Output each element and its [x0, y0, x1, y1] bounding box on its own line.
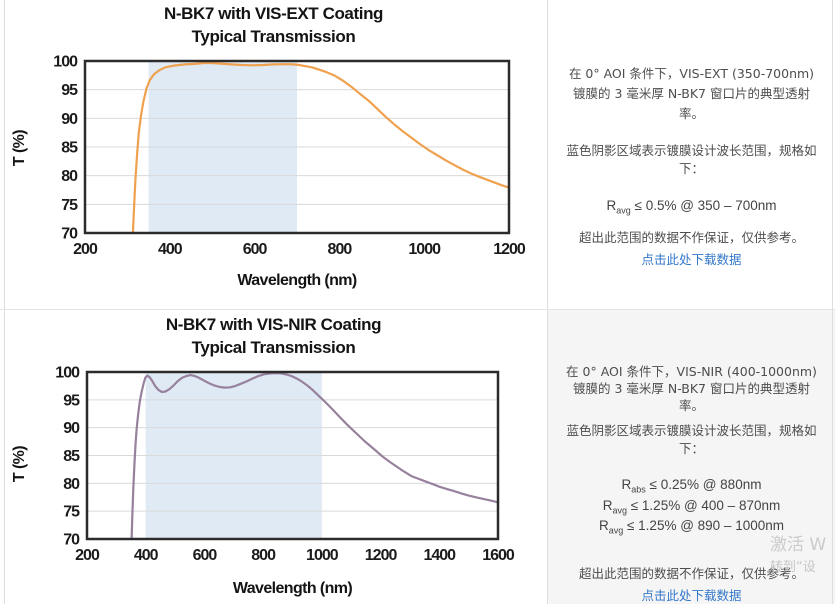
y-tick-label: 95 [63, 392, 80, 409]
coating-description: 在 0° AOI 条件下，VIS-NIR (400-1000nm) 镀膜的 3 … [566, 364, 817, 413]
x-tick-label: 1000 [306, 547, 339, 564]
x-tick-label: 1200 [365, 547, 398, 564]
x-tick-label: 400 [134, 547, 159, 564]
spec-row: Ravg ≤ 0.5% @ 350 – 700nm [606, 198, 777, 216]
chart-title-line2: Typical Transmission [191, 27, 356, 46]
x-axis-label: Wavelength (nm) [232, 580, 353, 597]
plot-border [83, 59, 511, 235]
x-tick-label: 800 [328, 241, 353, 258]
y-tick-label: 85 [63, 448, 80, 465]
disclaimer-text: 超出此范围的数据不作保证，仅供参考。 [578, 566, 804, 582]
y-tick-label: 80 [63, 476, 80, 493]
shading-note: 蓝色阴影区域表示镀膜设计波长范围，规格如下： [566, 143, 817, 176]
x-tick-label: 800 [251, 547, 276, 564]
x-tick-label: 600 [243, 241, 268, 258]
y-tick-label: 75 [61, 197, 78, 214]
y-tick-label: 100 [55, 365, 80, 382]
chart-title-line1: N-BK7 with VIS-EXT Coating [163, 4, 384, 23]
x-tick-label: 200 [75, 547, 100, 564]
spec-row: Rabs ≤ 0.25% @ 880nm [621, 477, 762, 495]
plot-border [85, 370, 500, 541]
download-data-link[interactable]: 点击此处下载数据 [641, 251, 742, 267]
chart-title-vis-ext: N-BK7 with VIS-EXT Coating Typical Trans… [0, 2, 547, 48]
x-tick-label: 1400 [423, 547, 456, 564]
y-tick-label: 95 [61, 82, 78, 99]
y-tick-label: 90 [61, 111, 78, 128]
vis-ext-chart-section: N-BK7 with VIS-EXT Coating Typical Trans… [0, 0, 547, 309]
y-tick-label: 80 [61, 168, 78, 185]
transmission-curve [130, 372, 500, 541]
disclaimer-text: 超出此范围的数据不作保证，仅供参考。 [578, 229, 804, 245]
x-tick-label: 1600 [482, 547, 515, 564]
shading-note: 蓝色阴影区域表示镀膜设计波长范围，规格如下： [566, 423, 817, 456]
x-tick-label: 1000 [408, 241, 441, 258]
row-divider [0, 309, 835, 310]
x-axis-label: Wavelength (nm) [237, 272, 357, 289]
y-tick-label: 85 [61, 140, 78, 157]
chart-title-line2: Typical Transmission [191, 338, 356, 357]
column-divider [547, 0, 548, 604]
coating-description: 在 0° AOI 条件下，VIS-EXT (350-700nm) 镀膜的 3 毫… [568, 66, 815, 121]
reflectance-specs: Ravg ≤ 0.5% @ 350 – 700nm [563, 198, 820, 219]
y-tick-label: 70 [63, 532, 80, 549]
vis-nir-info-panel: 在 0° AOI 条件下，VIS-NIR (400-1000nm) 镀膜的 3 … [548, 310, 835, 604]
x-tick-label: 400 [158, 241, 183, 258]
vis-ext-info-panel: 在 0° AOI 条件下，VIS-EXT (350-700nm) 镀膜的 3 毫… [548, 0, 835, 309]
x-tick-label: 200 [73, 241, 98, 258]
table-border-right [832, 0, 833, 604]
spec-row: Ravg ≤ 1.25% @ 890 – 1000nm [599, 518, 784, 537]
y-tick-label: 90 [63, 420, 80, 437]
transmission-curve [131, 61, 511, 235]
y-tick-label: 100 [53, 54, 78, 71]
x-tick-label: 1200 [493, 241, 526, 258]
vis-ext-transmission-plot: 70 75 80 85 90 95 100 200 400 600 800 1000 1200 [53, 54, 527, 259]
vis-nir-transmission-plot: 70 75 80 85 90 95 100 200 400 600 800 1000 1200 1400 1… [55, 365, 516, 565]
y-tick-label: 75 [63, 504, 80, 521]
x-tick-label: 600 [193, 547, 218, 564]
y-tick-label: 70 [61, 226, 78, 243]
chart-title-vis-nir: N-BK7 with VIS-NIR Coating Typical Trans… [0, 313, 547, 359]
table-border-left [4, 0, 5, 604]
vis-nir-chart-section: N-BK7 with VIS-NIR Coating Typical Trans… [0, 310, 547, 604]
reflectance-specs: Rabs ≤ 0.25% @ 880nm Ravg ≤ 1.25% @ 400 … [563, 477, 820, 539]
chart-title-line1: N-BK7 with VIS-NIR Coating [165, 315, 382, 334]
download-data-link[interactable]: 点击此处下载数据 [641, 588, 742, 604]
spec-row: Ravg ≤ 1.25% @ 400 – 870nm [602, 497, 781, 516]
